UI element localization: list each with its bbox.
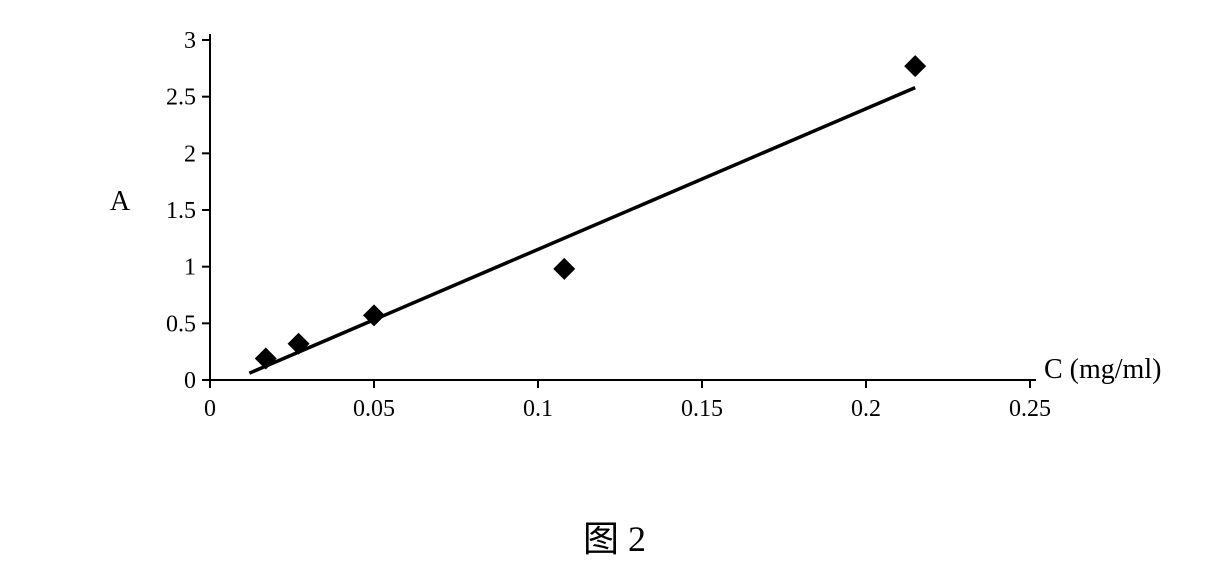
x-axis-label: C (mg/ml) (1044, 354, 1161, 385)
x-tick-label: 0.15 (681, 396, 723, 422)
scatter-chart: 0 0.05 0.1 0.15 0.2 0.25 0 0.5 1 1.5 2 2.5 3 A C (m… (80, 20, 1180, 480)
regression-line (249, 88, 915, 374)
chart-svg: 0 0.05 0.1 0.15 0.2 0.25 0 0.5 1 1.5 2 2.5 3 A C (m… (80, 20, 1180, 480)
y-tick-label: 2 (184, 141, 196, 167)
y-tick-label: 2.5 (166, 85, 196, 111)
y-tick-label: 0 (184, 368, 196, 394)
x-tick-label: 0.2 (851, 396, 881, 422)
figure-caption: 图 2 (0, 510, 1229, 562)
data-point (904, 55, 926, 77)
x-tick-label: 0.25 (1009, 396, 1051, 422)
data-point (255, 347, 277, 369)
x-tick-label: 0.05 (353, 396, 395, 422)
y-tick-label: 1 (184, 255, 196, 281)
y-axis-label: A (110, 186, 131, 217)
y-tick-label: 0.5 (166, 311, 196, 337)
x-ticks: 0 0.05 0.1 0.15 0.2 0.25 (204, 380, 1051, 422)
y-tick-label: 1.5 (166, 198, 196, 224)
data-point (553, 258, 575, 280)
data-point (288, 333, 310, 355)
x-tick-label: 0 (204, 396, 216, 422)
y-ticks: 0 0.5 1 1.5 2 2.5 3 (166, 28, 210, 394)
data-markers (255, 55, 926, 369)
y-tick-label: 3 (184, 28, 196, 54)
x-tick-label: 0.1 (523, 396, 553, 422)
